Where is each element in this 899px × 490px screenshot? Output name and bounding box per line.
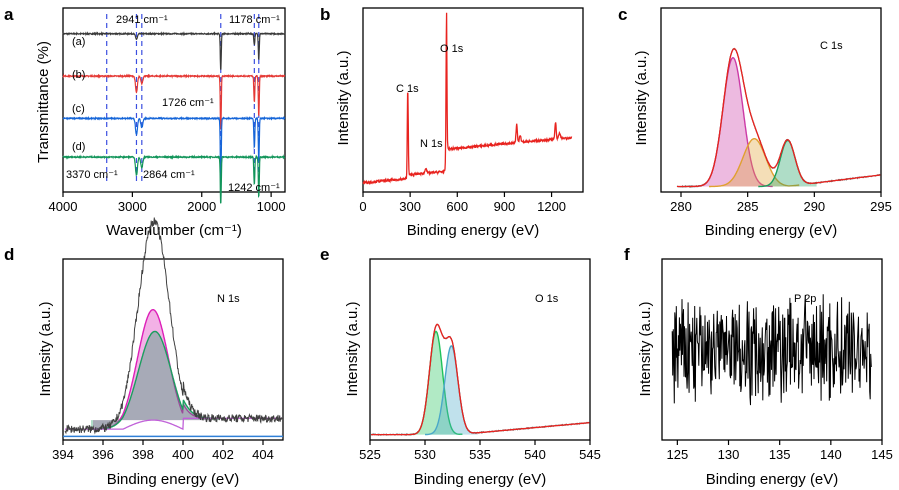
x-tick-label-d: 404 xyxy=(252,447,274,462)
y-axis-label-a: Transmittance (%) xyxy=(35,41,52,163)
x-tick-label-f: 125 xyxy=(666,447,688,462)
annotation-3370: 3370 cm⁻¹ xyxy=(66,169,118,181)
x-tick-label-d: 402 xyxy=(212,447,234,462)
peak-label-o1s: O 1s xyxy=(535,293,559,305)
y-axis-label-b: Intensity (a.u.) xyxy=(335,50,352,145)
x-tick-label-e: 530 xyxy=(414,447,436,462)
y-axis-label-f: Intensity (a.u.) xyxy=(637,301,654,396)
x-tick-label-a: 1000 xyxy=(257,199,286,214)
x-tick-label-d: 398 xyxy=(132,447,154,462)
panel-label-f: f xyxy=(624,245,630,264)
x-axis-label-b: Binding energy (eV) xyxy=(407,222,540,239)
x-tick-label-f: 145 xyxy=(871,447,893,462)
x-axis-label-a: Wavenumber (cm⁻¹) xyxy=(106,222,242,239)
peak-fill xyxy=(693,57,773,187)
peak-label-c1s: C 1s xyxy=(820,40,843,52)
x-tick-label-f: 130 xyxy=(718,447,740,462)
panel-label-b: b xyxy=(320,5,330,24)
y-axis-label-d: Intensity (a.u.) xyxy=(37,301,54,396)
ftir-series-c xyxy=(62,115,286,180)
noise-spectrum-line xyxy=(671,294,872,406)
peak-fill xyxy=(409,331,463,435)
x-tick-label-c: 280 xyxy=(670,199,692,214)
plot-frame-a xyxy=(62,7,286,193)
panel-f: f 125 130 135 140 145 P 2p Binding energy (e… xyxy=(624,245,893,488)
x-tick-label-a: 4000 xyxy=(49,199,78,214)
panel-d: d 394 396 398 400 402 404 N 1s Binding energy… xyxy=(4,217,284,488)
x-tick-label-b: 600 xyxy=(446,199,468,214)
series-label-a: (a) xyxy=(72,36,85,48)
x-tick-label-a: 2000 xyxy=(187,199,216,214)
x-axis-label-c: Binding energy (eV) xyxy=(705,222,838,239)
x-tick-label-d: 396 xyxy=(92,447,114,462)
survey-spectrum-line xyxy=(362,12,573,186)
raw-spectrum-line xyxy=(370,323,590,437)
annotation-o1s: O 1s xyxy=(440,43,464,55)
y-axis-label-e: Intensity (a.u.) xyxy=(344,301,361,396)
annotation-1726: 1726 cm⁻¹ xyxy=(162,97,214,109)
peak-fill xyxy=(91,331,219,430)
envelope-line xyxy=(677,48,881,188)
peak-fill xyxy=(93,309,213,430)
x-tick-label-c: 295 xyxy=(870,199,892,214)
x-tick-label-b: 0 xyxy=(359,199,366,214)
series-label-c: (c) xyxy=(72,103,85,115)
peak-component-line xyxy=(709,138,800,188)
annotation-c1s: C 1s xyxy=(396,83,419,95)
series-label-b: (b) xyxy=(72,69,85,81)
series-label-d: (d) xyxy=(72,141,85,153)
x-tick-label-c: 290 xyxy=(803,199,825,214)
plot-frame-d xyxy=(62,258,284,441)
peak-fill xyxy=(758,140,817,187)
x-tick-label-e: 525 xyxy=(359,447,381,462)
panel-e: e 525 530 535 540 545 O 1s Binding energy (e… xyxy=(320,245,601,488)
panel-label-e: e xyxy=(320,245,329,264)
panel-b: b 0 300 600 900 1200 C 1s N 1s O 1s Binding … xyxy=(320,5,584,239)
y-axis-label-c: Intensity (a.u.) xyxy=(633,50,650,145)
plot-frame-f xyxy=(661,258,883,441)
ftir-series-b xyxy=(62,73,286,130)
panel-label-d: d xyxy=(4,245,14,264)
peak-label-n1s: N 1s xyxy=(217,293,240,305)
plot-frame-c xyxy=(660,7,882,193)
annotation-2941: 2941 cm⁻¹ xyxy=(116,14,168,26)
x-tick-label-f: 140 xyxy=(820,447,842,462)
x-tick-label-f: 135 xyxy=(769,447,791,462)
annotation-1178: 1178 cm⁻¹ xyxy=(229,14,280,26)
x-tick-label-e: 535 xyxy=(469,447,491,462)
peak-fill xyxy=(709,138,800,187)
panel-c: c 280 285 290 295 C 1s Binding energy (eV) … xyxy=(618,5,892,239)
annotation-1242: 1242 cm⁻¹ xyxy=(228,182,280,194)
x-tick-label-b: 900 xyxy=(494,199,516,214)
peak-fill xyxy=(425,345,478,435)
panel-label-c: c xyxy=(618,5,627,24)
ftir-series-a xyxy=(62,31,286,70)
plot-frame-e xyxy=(369,258,591,441)
peak-label-p2p: P 2p xyxy=(794,293,816,305)
x-tick-label-b: 1200 xyxy=(537,199,566,214)
ftir-series-d xyxy=(62,154,286,204)
annotation-2864: 2864 cm⁻¹ xyxy=(143,169,195,181)
x-tick-label-e: 545 xyxy=(579,447,601,462)
x-tick-label-a: 3000 xyxy=(118,199,147,214)
raw-spectrum-line xyxy=(64,217,283,435)
x-axis-label-e: Binding energy (eV) xyxy=(414,471,547,488)
panel-label-a: a xyxy=(4,5,14,24)
x-tick-label-d: 400 xyxy=(172,447,194,462)
annotation-n1s: N 1s xyxy=(420,138,443,150)
x-tick-label-d: 394 xyxy=(52,447,74,462)
envelope-line xyxy=(371,323,590,436)
x-tick-label-b: 300 xyxy=(399,199,421,214)
x-axis-label-d: Binding energy (eV) xyxy=(107,471,240,488)
x-tick-label-c: 285 xyxy=(737,199,759,214)
x-axis-label-f: Binding energy (eV) xyxy=(706,471,839,488)
panel-a: a 4000 3000 2000 1000 (a) (b) (c) (d) 2941 … xyxy=(4,5,286,239)
plot-frame-b xyxy=(362,7,584,193)
x-tick-label-e: 540 xyxy=(524,447,546,462)
